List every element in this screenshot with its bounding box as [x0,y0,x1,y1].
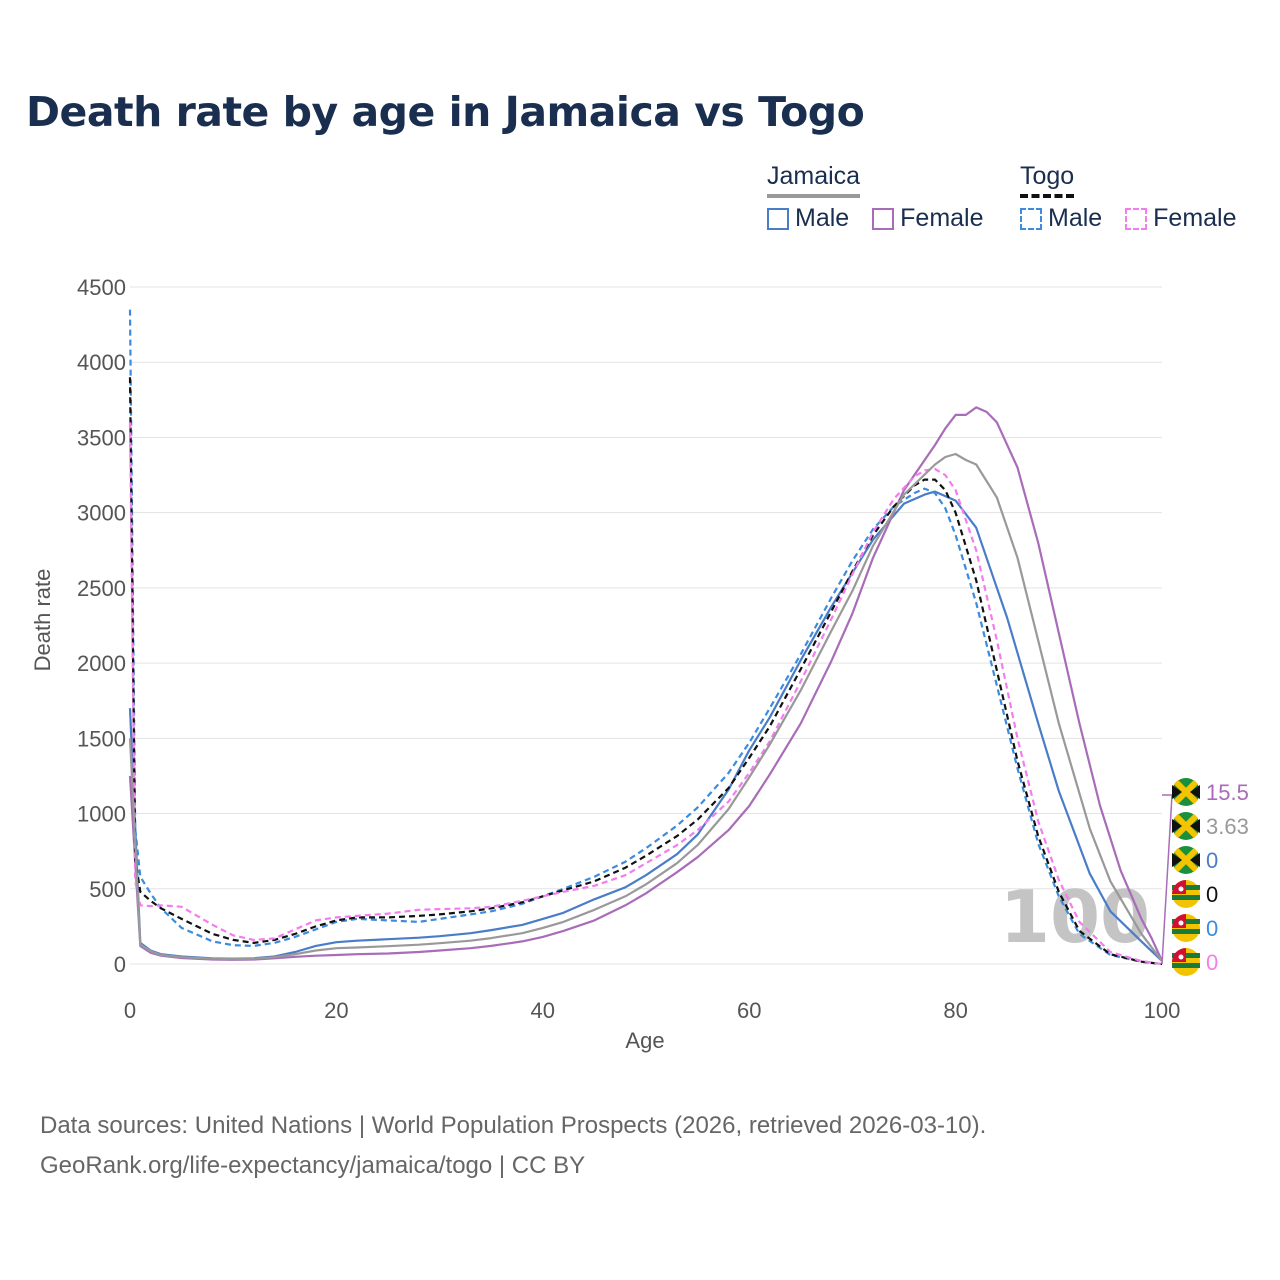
y-tick-label: 4500 [77,275,126,300]
end-labels: 15.5 3.63 0 0 0 0 [1161,778,1249,976]
gridlines [130,286,1162,965]
legend-items: Male Female [1020,204,1253,237]
legend-item-jamaica-female[interactable]: Female [872,204,984,233]
legend-item-togo-male[interactable]: Male [1020,204,1102,233]
flag-triangles [1172,819,1200,833]
series-line-togo-female[interactable] [128,422,1163,966]
legend-label: Male [1048,204,1103,232]
y-tick-label: 0 [114,952,126,977]
end-label-value: 15.5 [1206,780,1249,805]
series-line-jamaica-both[interactable] [128,452,1163,962]
y-axis-label: Death rate [30,569,55,672]
legend-group-jamaica: Jamaica Male Female [767,162,984,232]
end-label-connector [1161,794,1173,965]
end-label-jamaica: 3.63 [1172,812,1249,840]
end-label-value: 0 [1206,916,1218,941]
y-tick-label: 500 [89,877,126,902]
x-tick-label: 0 [124,998,136,1023]
y-tick-label: 3500 [77,425,126,450]
series-line-togo-male[interactable] [128,309,1163,966]
flag-saltire [1173,813,1199,839]
legend-group-togo: Togo Male Female [1020,162,1237,232]
flag-saltire [1173,779,1199,805]
footer-link[interactable]: GeoRank.org/life-expectancy/jamaica/togo… [40,1152,586,1179]
y-tick-label: 3000 [77,501,126,526]
x-tick-label: 20 [324,998,348,1023]
legend-group-title: Togo [1020,162,1075,198]
x-tick-label: 80 [943,998,967,1023]
end-label-jamaica: 0 [1172,846,1218,874]
x-axis-ticks: 0 20 40 60 80 100 [124,998,1180,1023]
end-label-togo: 0 [1172,880,1218,908]
flag-stripe [1172,929,1200,934]
x-tick-label: 100 [1144,998,1181,1023]
y-tick-label: 1500 [77,726,126,751]
legend-items: Male Female [767,204,1000,237]
flag-canton [1172,914,1186,928]
y-tick-label: 2500 [77,576,126,601]
legend-item-togo-female[interactable]: Female [1125,204,1237,233]
legend-swatch [1020,207,1042,230]
legend-group-title: Jamaica [767,162,861,198]
series-lines [128,309,1164,966]
end-label-value: 0 [1206,882,1218,907]
x-tick-label: 40 [531,998,555,1023]
flag-triangles [1172,785,1200,799]
flag-stripe [1172,963,1200,968]
series-line-jamaica-female[interactable] [128,406,1164,962]
flag-canton [1172,880,1186,894]
x-tick-label: 60 [737,998,761,1023]
series-line-togo-both[interactable] [128,377,1163,966]
flag-canton [1172,948,1186,962]
legend-item-jamaica-male[interactable]: Male [767,204,849,233]
year-watermark: 100 [1000,875,1150,959]
end-label-value: 0 [1206,950,1218,975]
y-axis-ticks: 0 500 1000 1500 2000 2500 3000 3500 4000 4500 [77,275,126,977]
end-label-jamaica: 15.5 [1172,778,1249,806]
flag-star [1178,954,1184,960]
footer: Data sources: United Nations | World Pop… [40,1106,986,1186]
legend-label: Female [1153,204,1237,232]
legend-label: Female [900,204,984,232]
chart-title: Death rate by age in Jamaica vs Togo [26,88,865,136]
y-tick-label: 2000 [77,651,126,676]
legend-swatch [767,207,789,230]
legend-label: Male [795,204,850,232]
y-tick-label: 1000 [77,802,126,827]
end-label-togo: 0 [1172,914,1218,942]
end-label-value: 0 [1206,848,1218,873]
flag-triangles [1172,853,1200,867]
y-tick-label: 4000 [77,350,126,375]
footer-sources: Data sources: United Nations | World Pop… [40,1112,987,1139]
legend-swatch [872,207,895,230]
x-axis-label: Age [625,1028,664,1053]
flag-stripe [1172,895,1200,900]
flag-star [1178,886,1184,892]
flag-star [1178,920,1184,926]
end-label-togo: 0 [1172,948,1218,976]
flag-saltire [1173,847,1199,873]
end-label-value: 3.63 [1206,814,1249,839]
legend-swatch [1125,207,1148,230]
